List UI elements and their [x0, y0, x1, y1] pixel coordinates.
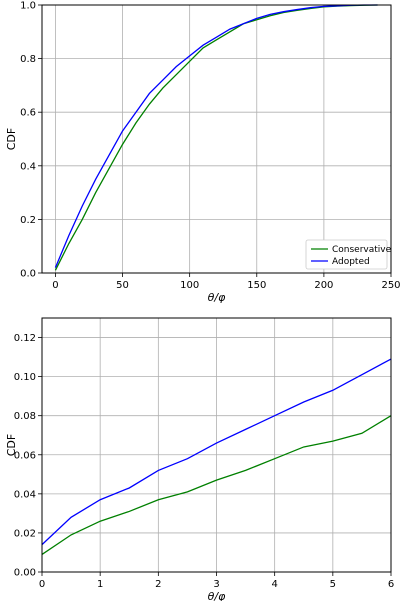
x-tick-label: 0 — [52, 280, 58, 291]
legend-label-conservative: Conservative — [332, 245, 392, 255]
y-tick-label: 0.0 — [20, 269, 36, 280]
x-axis-label: θ/φ — [208, 590, 226, 601]
x-tick-label: 0 — [39, 579, 45, 590]
y-tick-label: 0.04 — [14, 489, 36, 500]
x-tick-label: 150 — [247, 280, 266, 291]
legend-label-adopted: Adopted — [332, 257, 370, 267]
legend: Conservative Adopted — [305, 239, 392, 270]
y-tick-label: 0.2 — [20, 215, 36, 226]
chart-2: 0 1 2 3 4 5 6 0.00 0.02 0.04 0.06 0.08 0.10 0.12 θ/φ CD… — [5, 317, 394, 601]
y-axis-label: CDF — [5, 434, 18, 456]
y-tick-label: 0.12 — [14, 333, 36, 344]
x-axis-label: θ/φ — [208, 291, 226, 304]
series-line-adopted — [41, 358, 392, 546]
chart-1: 0 50 100 150 200 250 0.0 0.2 0.4 0.6 0.8 1.0 θ/φ CDF C… — [5, 1, 400, 305]
y-tick-label: 0.4 — [20, 161, 36, 172]
y-tick-label: 0.02 — [14, 528, 36, 539]
x-tick-label: 250 — [381, 280, 400, 291]
y-tick-label: 1.0 — [20, 1, 36, 12]
y-axis-label: CDF — [5, 128, 18, 150]
y-tick-label: 0.06 — [14, 450, 36, 461]
x-tick-label: 200 — [314, 280, 333, 291]
y-tick-label: 0.08 — [14, 411, 36, 422]
series-line-adopted — [54, 4, 378, 268]
x-tick-label: 5 — [330, 579, 336, 590]
x-tick-label: 2 — [155, 579, 161, 590]
y-tick-label: 0.8 — [20, 54, 36, 65]
x-tick-label: 6 — [388, 579, 394, 590]
x-tick-label: 100 — [180, 280, 199, 291]
series-line-conservative — [54, 4, 378, 271]
x-tick-label: 50 — [116, 280, 129, 291]
x-tick-label: 1 — [97, 579, 103, 590]
x-tick-label: 4 — [271, 579, 277, 590]
y-tick-label: 0.6 — [20, 108, 36, 119]
legend-box — [305, 239, 388, 270]
series-line-conservative — [41, 415, 392, 555]
y-tick-label: 0.00 — [14, 568, 36, 579]
y-tick-label: 0.10 — [14, 372, 36, 383]
x-tick-label: 3 — [213, 579, 219, 590]
plot-frame — [41, 4, 392, 274]
